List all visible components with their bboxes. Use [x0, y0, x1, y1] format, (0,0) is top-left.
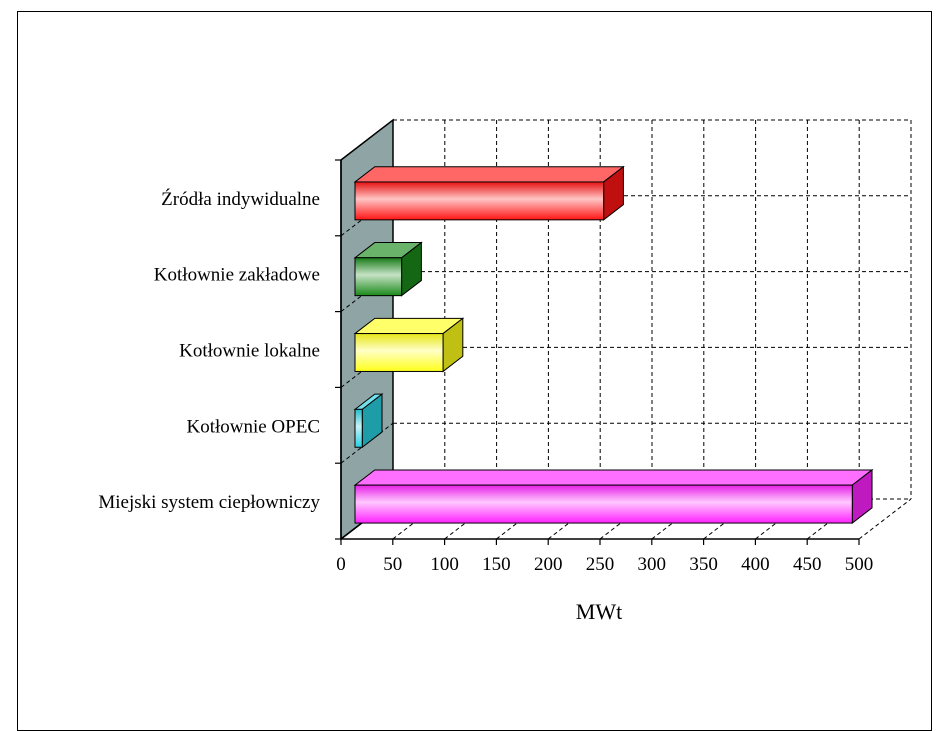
gridline-side	[340, 119, 394, 161]
gridline-side	[340, 347, 394, 388]
category-label: Kotłownie OPEC	[186, 416, 320, 437]
x-tick-label: 450	[793, 554, 822, 575]
bar-front-face	[354, 257, 403, 297]
gridline-floor	[703, 498, 756, 540]
bar-top-face	[353, 166, 625, 183]
bar-top-face	[353, 469, 874, 486]
gridline-floor	[858, 498, 912, 540]
gridline-floor	[547, 498, 601, 540]
category-label: Miejski system ciepłowniczy	[98, 492, 320, 513]
category-labels: Źródła indywidualne Kotłownie zakładowe Ko…	[98, 188, 320, 513]
x-tick-label: 200	[534, 554, 563, 575]
chart-bars	[353, 165, 874, 525]
x-tick-label: 500	[845, 554, 874, 575]
x-tick-label: 50	[383, 554, 402, 575]
bar-chart: 0 50 100 150 200 250 300 350 400 450 500 Źródła in…	[98, 118, 912, 624]
bar	[353, 317, 465, 373]
bar-front-face	[354, 408, 363, 448]
x-tick-label: 150	[482, 554, 511, 575]
chart-axes	[335, 159, 860, 545]
gridline-floor	[755, 498, 808, 540]
bar	[353, 165, 625, 221]
gridline-floor	[392, 498, 446, 540]
bar	[353, 241, 423, 297]
category-label: Kotłownie zakładowe	[154, 265, 320, 286]
gridline-side	[340, 195, 394, 237]
x-axis-title: MWt	[576, 599, 622, 624]
x-tick-label: 100	[430, 554, 459, 575]
category-label: Kotłownie lokalne	[179, 341, 320, 362]
x-tick-label: 350	[689, 554, 718, 575]
gridline-floor	[496, 498, 549, 540]
gridline-side	[340, 422, 394, 464]
bar	[353, 468, 874, 525]
x-tick-label: 300	[638, 554, 667, 575]
gridline-side	[340, 271, 394, 312]
bar-front-face	[354, 181, 605, 221]
category-label: Źródła indywidualne	[161, 188, 320, 210]
gridline-floor	[806, 498, 860, 540]
x-tick-labels: 0 50 100 150 200 250 300 350 400 450 500	[336, 554, 873, 575]
bar-front-face	[354, 484, 853, 524]
gridline-floor	[599, 498, 653, 540]
bar-front-face	[354, 333, 444, 372]
gridline-floor	[444, 498, 497, 540]
x-tick-label: 0	[336, 554, 346, 575]
chart-frame	[17, 11, 932, 731]
gridline-floor	[651, 498, 705, 540]
bar	[353, 393, 384, 449]
x-tick-label: 250	[586, 554, 615, 575]
x-tick-label: 400	[741, 554, 770, 575]
